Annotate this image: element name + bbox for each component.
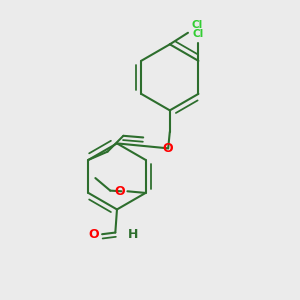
Text: O: O [115, 185, 125, 198]
Text: Cl: Cl [192, 20, 203, 30]
Text: O: O [89, 228, 100, 241]
Text: O: O [163, 142, 173, 155]
Text: Cl: Cl [193, 29, 204, 39]
Text: H: H [128, 228, 138, 241]
